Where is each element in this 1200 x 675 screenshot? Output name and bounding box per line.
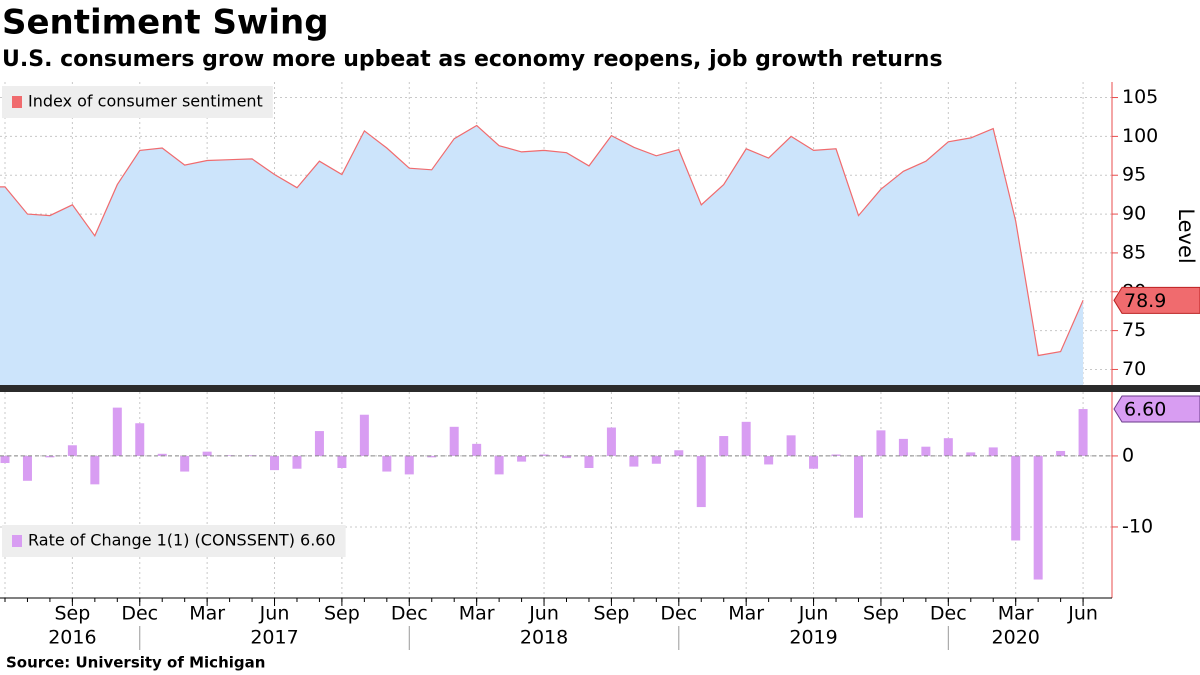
- x-year-label: 2020: [992, 627, 1040, 649]
- bar: [606, 427, 616, 456]
- area: [0, 125, 1084, 385]
- bar: [1033, 455, 1043, 580]
- bar: [719, 436, 729, 456]
- x-tick-label: Mar: [459, 603, 495, 625]
- last-value-tag: [1113, 395, 1200, 423]
- legend-swatch: [12, 96, 22, 108]
- x-tick-label: Mar: [728, 603, 764, 625]
- x-tick-label: Mar: [998, 603, 1034, 625]
- bar: [809, 455, 819, 469]
- bar: [202, 451, 212, 456]
- y-tick-label: 0: [1122, 444, 1134, 466]
- x-tick-label: Jun: [528, 603, 559, 625]
- bar: [382, 455, 392, 472]
- y-tick-label: 75: [1122, 319, 1146, 341]
- x-year-label: 2016: [48, 627, 96, 649]
- y-tick-label: -10: [1122, 515, 1153, 537]
- bar: [0, 455, 10, 464]
- bar: [562, 455, 571, 459]
- bar: [988, 447, 998, 456]
- last-value-label: 78.9: [1124, 290, 1166, 312]
- legend-swatch: [12, 535, 22, 547]
- bar: [1011, 455, 1021, 541]
- chart-title: Sentiment Swing: [2, 3, 329, 43]
- bar: [337, 455, 347, 469]
- y-tick-label: 100: [1122, 125, 1158, 147]
- last-value-tag: [1113, 286, 1200, 314]
- bar: [898, 438, 908, 456]
- x-year-label: 2017: [250, 627, 298, 649]
- bar: [472, 443, 482, 456]
- x-tick-label: Dec: [660, 603, 697, 625]
- y-tick-label: 70: [1122, 358, 1146, 380]
- bar: [180, 455, 190, 472]
- bar: [270, 455, 280, 471]
- x-tick-label: Mar: [189, 603, 225, 625]
- bar: [45, 455, 55, 458]
- x-tick-label: Jun: [259, 603, 290, 625]
- x-tick-label: Jun: [798, 603, 829, 625]
- bar: [314, 431, 324, 456]
- bar: [359, 414, 369, 456]
- bar: [427, 455, 437, 458]
- bar: [853, 455, 863, 518]
- bar: [135, 423, 145, 456]
- y-tick-label: 95: [1122, 164, 1146, 186]
- bar: [449, 426, 459, 456]
- line: [0, 124, 1084, 357]
- panel-divider: [0, 385, 1200, 392]
- bar: [1078, 409, 1088, 456]
- legend-box: [2, 86, 273, 118]
- bar: [112, 407, 122, 456]
- y-tick-label: 90: [1122, 203, 1146, 225]
- bar: [674, 450, 684, 456]
- bar: [225, 455, 235, 456]
- bar: [966, 452, 976, 456]
- x-tick-label: Dec: [930, 603, 967, 625]
- bar: [786, 435, 796, 456]
- x-tick-label: Sep: [863, 603, 899, 625]
- y-axis-label: Level: [1174, 208, 1198, 263]
- legend-label: Rate of Change 1(1) (CONSSENT) 6.60: [28, 531, 336, 550]
- bar: [90, 455, 100, 485]
- bar: [696, 455, 706, 508]
- x-tick-label: Sep: [324, 603, 360, 625]
- bar: [494, 455, 504, 475]
- y-tick-label: 105: [1122, 86, 1158, 108]
- bar: [584, 455, 594, 469]
- bar: [22, 455, 32, 481]
- x-year-label: 2019: [789, 627, 837, 649]
- bar: [921, 446, 931, 456]
- x-tick-label: Jun: [1067, 603, 1098, 625]
- source: Source: University of Michigan: [6, 654, 265, 672]
- bar: [764, 455, 774, 465]
- legend-label: Index of consumer sentiment: [28, 92, 263, 111]
- bar: [943, 438, 953, 456]
- x-tick-label: Dec: [121, 603, 158, 625]
- bar: [629, 455, 639, 467]
- bar: [157, 453, 167, 456]
- x-tick-label: Dec: [391, 603, 428, 625]
- legend-box: [2, 525, 346, 557]
- bar: [831, 454, 841, 456]
- x-tick-label: Sep: [54, 603, 90, 625]
- bar: [651, 455, 661, 464]
- x-tick-label: Sep: [594, 603, 630, 625]
- bar: [404, 455, 414, 475]
- bar: [67, 445, 77, 456]
- bar: [292, 455, 302, 469]
- x-year-label: 2018: [520, 627, 568, 649]
- bar: [539, 454, 549, 456]
- bar: [517, 455, 527, 462]
- bar: [1056, 450, 1066, 456]
- bar: [876, 430, 886, 456]
- last-value-label: 6.60: [1124, 399, 1166, 421]
- chart-subtitle: U.S. consumers grow more upbeat as econo…: [2, 47, 943, 72]
- y-tick-label: 85: [1122, 241, 1146, 263]
- bar: [741, 421, 751, 456]
